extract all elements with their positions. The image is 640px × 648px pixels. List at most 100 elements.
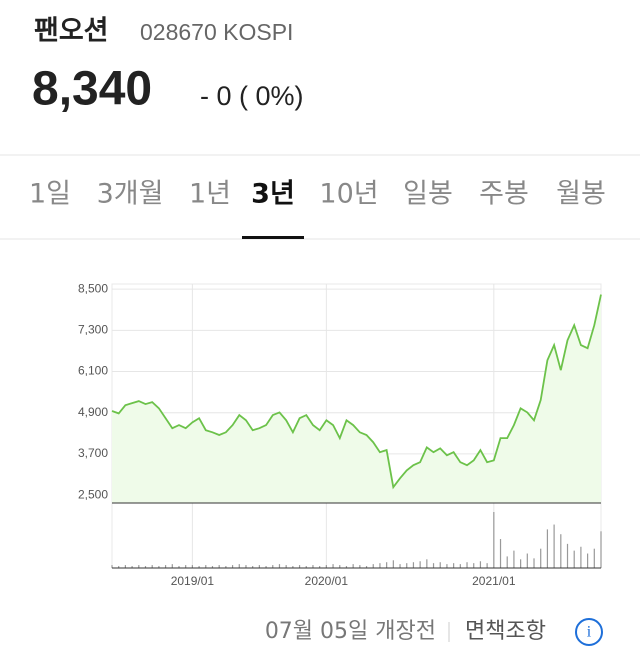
stock-code: 028670 KOSPI [140,19,293,45]
volume-bar [191,565,193,568]
volume-bar [265,566,267,568]
volume-bar [312,565,314,568]
volume-bar [493,512,495,568]
volume-bar [111,565,113,568]
volume-bar [560,534,562,568]
volume-bar [412,562,415,568]
volume-bar [225,566,227,568]
volume-bar [131,566,133,568]
volume-bar [587,553,589,568]
volume-bar [479,561,482,568]
volume-bar [198,566,200,568]
y-tick-label: 7,300 [78,323,108,337]
volume-bar [298,565,301,568]
info-icon[interactable] [575,618,603,646]
volume-bar [546,529,549,568]
tab[interactable]: 3년 [251,179,295,210]
volume-bar [419,561,421,568]
chart: 2019/01 2020/01 2021/01 2,500 3,700 4,900 6,10… [78,281,602,588]
volume-bar [144,566,147,568]
tab[interactable]: 1일 [29,179,71,210]
volume-bar [138,565,140,568]
volume-bar [513,550,515,568]
y-tick-label: 3,700 [78,446,108,460]
volume-bar [566,543,569,568]
volume-bar [151,565,153,568]
volume-bar [573,550,575,568]
market-status: 07월 05일 개장전 [265,619,436,644]
volume-bar [392,560,394,568]
volume-bar [453,563,455,568]
volume-bar [278,564,281,568]
tab[interactable]: 월봉 [556,179,606,210]
volume-bar [533,558,535,568]
volume-bar [185,565,187,568]
volume-bar [359,565,361,568]
tab[interactable]: 3개월 [97,179,164,210]
volume-bar [439,562,441,568]
volume-bar [325,565,327,568]
volume-bar [399,564,401,568]
volume-bar [580,546,582,568]
volume-bar [352,564,354,568]
volume-bar [245,565,247,568]
volume-bar [124,565,126,568]
volume-bar [600,531,602,568]
x-tick-label: 2021/01 [472,574,516,588]
stock-name: 팬오션 [34,16,109,47]
volume-bar [272,565,274,568]
volume-bar [292,566,294,568]
volume-bar [211,566,214,568]
y-tick-label: 2,500 [78,487,108,501]
disclaimer[interactable]: 면책조항 [465,619,546,644]
y-tick-label: 4,900 [78,405,108,419]
tab[interactable]: 1년 [189,179,231,210]
volume-bar [406,563,408,568]
volume-bar [486,563,488,568]
volume-bar [171,564,173,568]
volume-bar [372,564,374,568]
volume-bar [218,565,220,568]
volume-bar [252,566,254,568]
volume-bar [285,565,287,568]
volume-bar [345,566,348,568]
volume-bar [205,565,207,568]
tab[interactable]: 일봉 [403,179,453,210]
volume-bar [593,548,595,568]
tab[interactable]: 10년 [319,179,378,210]
active-tab-indicator [242,236,304,239]
tab[interactable]: 주봉 [479,179,529,210]
tabs: 1일 3개월 1년 3년 10년 일봉 주봉 월봉 [29,179,606,239]
volume-bar [365,566,368,568]
price-area [112,294,601,503]
volume-bar [258,565,260,568]
volume-bar [231,565,234,568]
volume-bar [118,566,120,568]
y-tick-label: 8,500 [78,281,108,295]
price-line [111,294,602,490]
volume-bar [164,565,167,568]
volume-bar [426,559,428,568]
volume-bar [526,553,528,568]
volume-bar [178,566,180,568]
info-icon-glyph: i [587,624,592,641]
volume-bar [499,539,502,568]
volume-bar [432,563,435,568]
volume-bar [305,566,307,568]
y-tick-label: 6,100 [78,364,108,378]
price-change: - 0 ( 0%) [200,81,304,111]
volume-bar [466,562,468,568]
volume-bar [379,563,381,568]
x-tick-label: 2019/01 [171,574,215,588]
volume-bar [332,564,334,568]
volume-bar [506,556,508,568]
volume-bar [473,563,475,568]
volume-bar [339,565,341,568]
volume-bar [386,562,388,568]
volume-bar [553,524,555,568]
volume-bar [158,566,160,568]
price: 8,340 [32,63,152,116]
volume-bar [238,564,240,568]
